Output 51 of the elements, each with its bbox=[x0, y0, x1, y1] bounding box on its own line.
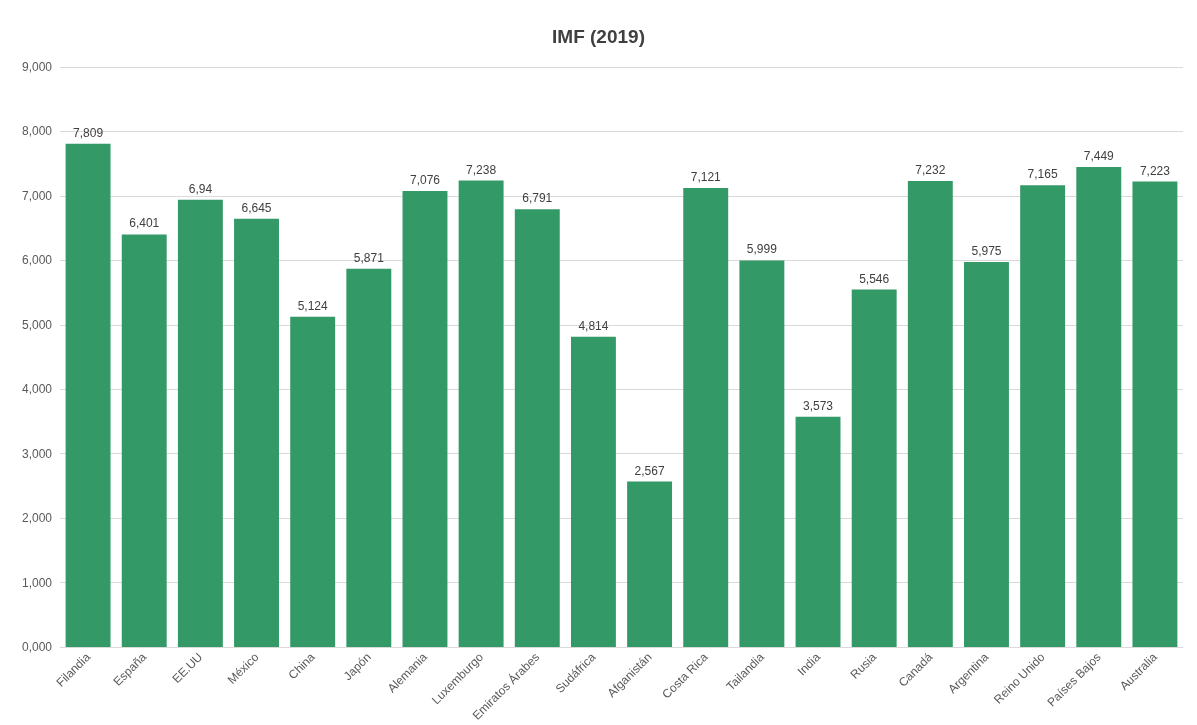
bar bbox=[1076, 166, 1122, 647]
bar bbox=[290, 316, 336, 647]
data-label: 6,401 bbox=[129, 216, 160, 231]
data-label: 2,567 bbox=[634, 463, 665, 478]
data-label: 5,999 bbox=[746, 242, 778, 257]
y-tick-label: 4,000 bbox=[21, 382, 53, 397]
data-label: 5,546 bbox=[859, 271, 890, 286]
bar bbox=[964, 261, 1009, 647]
bar bbox=[851, 289, 897, 647]
y-tick-label: 1,000 bbox=[21, 575, 53, 590]
data-label: 5,871 bbox=[353, 250, 385, 265]
data-label: 5,124 bbox=[297, 298, 329, 313]
data-label: 7,223 bbox=[1139, 163, 1171, 178]
bar bbox=[65, 143, 111, 647]
bar bbox=[234, 218, 279, 647]
bar bbox=[739, 260, 785, 647]
bar bbox=[907, 180, 953, 647]
data-label: 7,121 bbox=[690, 170, 722, 185]
data-label: 7,232 bbox=[915, 162, 946, 177]
data-label: 7,809 bbox=[73, 125, 104, 140]
bar bbox=[458, 180, 504, 647]
y-tick-label: 5,000 bbox=[21, 317, 53, 332]
bar bbox=[627, 481, 673, 647]
y-tick-label: 2,000 bbox=[21, 511, 53, 526]
y-tick-label: 9,000 bbox=[21, 60, 53, 74]
data-label: 7,238 bbox=[466, 162, 497, 177]
bar bbox=[514, 209, 560, 647]
data-label: 6,94 bbox=[188, 181, 213, 196]
bar bbox=[346, 268, 392, 647]
data-label: 5,975 bbox=[971, 243, 1002, 258]
bar bbox=[570, 336, 616, 647]
bar bbox=[402, 190, 448, 647]
bar bbox=[177, 199, 223, 647]
y-tick-label: 3,000 bbox=[21, 446, 53, 461]
data-label: 4,814 bbox=[578, 318, 609, 333]
data-label: 7,165 bbox=[1027, 167, 1058, 182]
data-label: 3,573 bbox=[803, 398, 834, 413]
y-tick-label: 0,000 bbox=[21, 640, 53, 654]
bar bbox=[1132, 181, 1178, 647]
data-label: 7,449 bbox=[1083, 148, 1115, 163]
y-tick-label: 7,000 bbox=[21, 188, 53, 203]
chart-title: IMF (2019) bbox=[552, 26, 645, 47]
y-tick-label: 6,000 bbox=[21, 253, 53, 268]
data-label: 6,645 bbox=[241, 200, 272, 215]
bar bbox=[795, 416, 841, 647]
data-label: 7,076 bbox=[409, 172, 441, 187]
bar bbox=[683, 188, 729, 647]
bar bbox=[1020, 185, 1066, 647]
y-tick-label: 8,000 bbox=[21, 124, 53, 139]
bar bbox=[121, 234, 167, 647]
data-label: 6,791 bbox=[522, 191, 553, 206]
